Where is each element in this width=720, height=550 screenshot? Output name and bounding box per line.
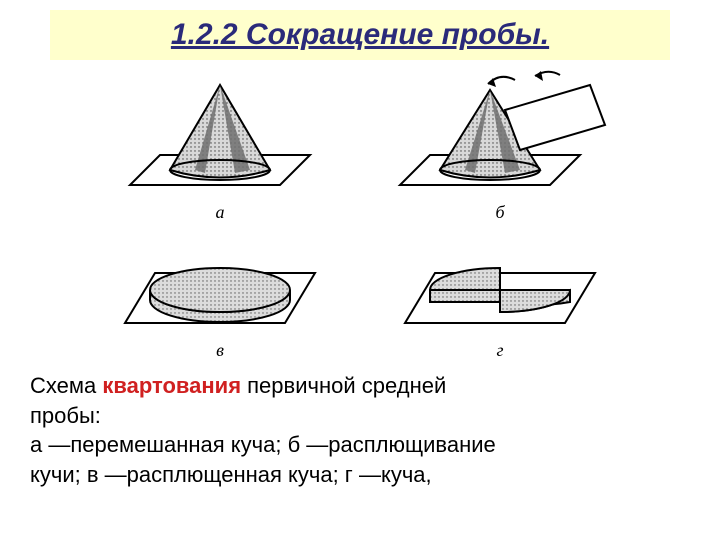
diagram-area: а xyxy=(0,70,720,361)
caption-l1-post: первичной средней xyxy=(241,373,446,398)
disc-v-svg xyxy=(110,228,330,338)
diagram-b: б xyxy=(375,70,625,223)
cone-a-svg xyxy=(110,70,330,200)
title-bar: 1.2.2 Сокращение пробы. xyxy=(50,10,670,60)
diagram-g: г xyxy=(375,228,625,361)
caption-line4: кучи; в —расплющенная куча; г —куча, xyxy=(30,460,690,490)
cone-b-svg xyxy=(380,70,620,200)
caption-l1-pre: Схема xyxy=(30,373,102,398)
caption-line1: Схема квартования первичной средней xyxy=(30,371,690,401)
label-v: в xyxy=(216,340,224,361)
label-a: а xyxy=(216,202,225,223)
diagram-grid: а xyxy=(95,70,625,361)
diagram-a: а xyxy=(95,70,345,223)
caption-red: квартования xyxy=(102,373,241,398)
disc-g-svg xyxy=(390,228,610,338)
diagram-v: в xyxy=(95,228,345,361)
caption-line2: пробы: xyxy=(30,401,690,431)
label-b: б xyxy=(495,202,504,223)
caption-line3: а —перемешанная куча; б —расплющивание xyxy=(30,430,690,460)
page-title: 1.2.2 Сокращение пробы. xyxy=(70,18,650,52)
label-g: г xyxy=(496,340,503,361)
caption: Схема квартования первичной средней проб… xyxy=(30,371,690,490)
